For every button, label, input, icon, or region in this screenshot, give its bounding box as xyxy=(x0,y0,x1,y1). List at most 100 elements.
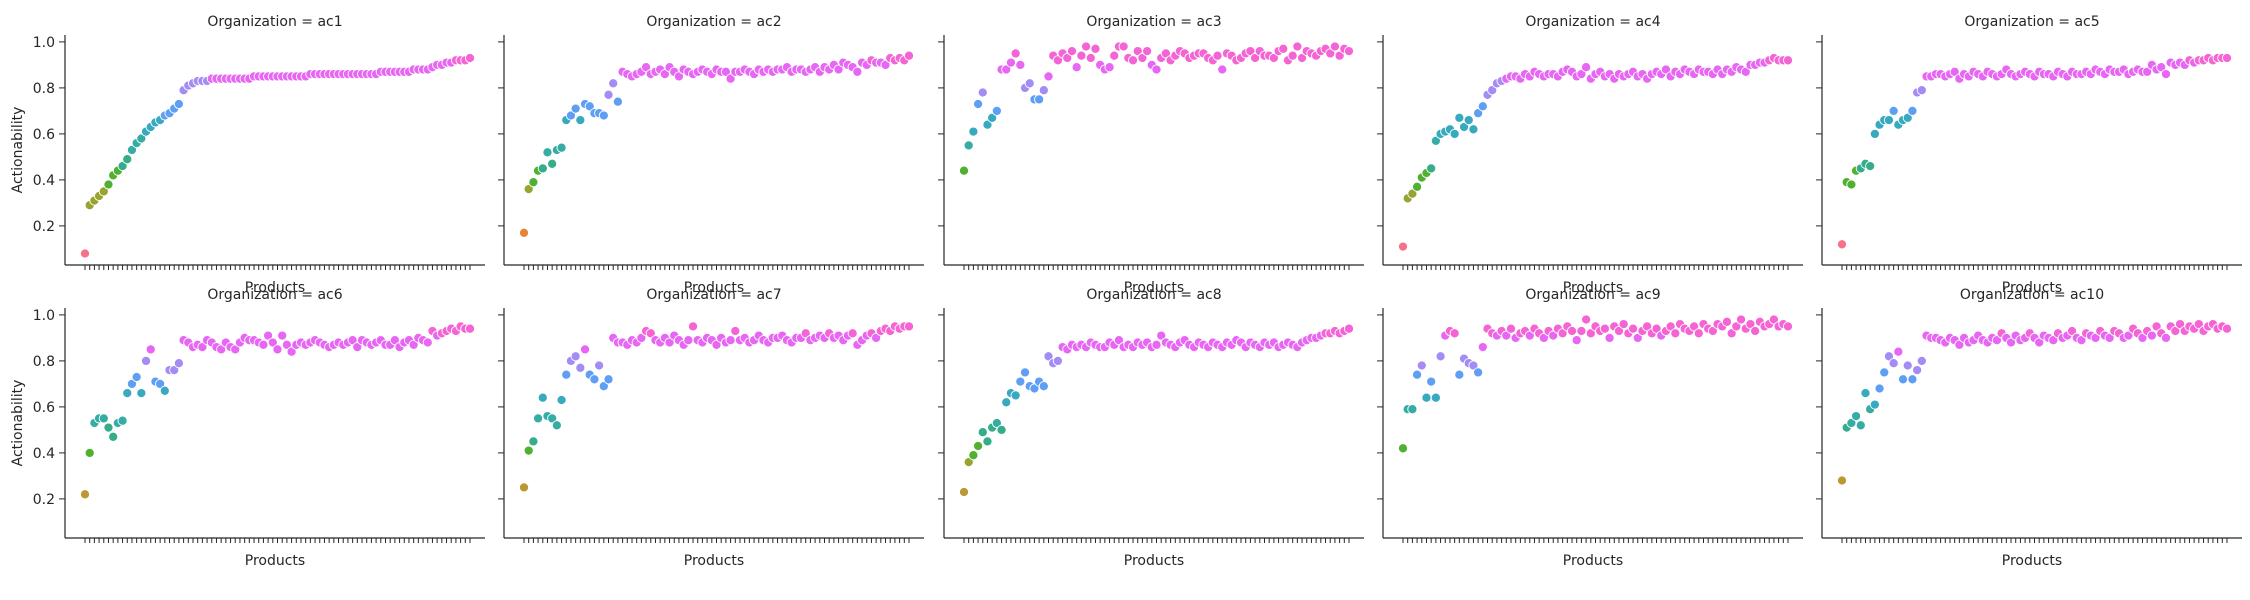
data-point xyxy=(2193,319,2204,330)
data-point xyxy=(1034,94,1045,105)
data-point xyxy=(1851,411,1862,422)
data-point xyxy=(1334,50,1345,61)
data-point xyxy=(1487,85,1498,96)
data-point xyxy=(1912,365,1923,376)
data-point xyxy=(612,96,623,107)
data-point xyxy=(1407,404,1418,415)
data-point xyxy=(664,337,675,348)
data-point xyxy=(977,427,988,438)
x-axis-label: Products xyxy=(1563,553,1623,569)
data-point xyxy=(683,335,694,346)
x-axis-label: Products xyxy=(1124,280,1184,296)
data-point xyxy=(2156,62,2167,73)
data-point xyxy=(103,422,114,433)
data-point xyxy=(2221,52,2233,64)
data-point xyxy=(1426,163,1437,174)
x-axis-label: Products xyxy=(2002,280,2062,296)
x-axis-label: Products xyxy=(1124,553,1184,569)
data-point xyxy=(556,142,567,153)
data-point xyxy=(570,103,581,114)
data-point xyxy=(155,378,166,389)
data-point xyxy=(1397,443,1409,454)
data-point xyxy=(603,89,614,100)
data-point xyxy=(880,59,891,70)
data-point xyxy=(537,163,548,174)
data-point xyxy=(122,154,133,165)
data-point xyxy=(973,98,984,110)
data-point xyxy=(1473,108,1484,119)
data-point xyxy=(1954,339,1965,350)
data-point xyxy=(2048,335,2059,346)
facet-title: Organization = ac8 xyxy=(1086,287,1221,303)
data-point xyxy=(528,436,539,447)
data-point xyxy=(1846,179,1857,190)
data-point xyxy=(1538,332,1549,343)
data-point xyxy=(1874,383,1885,394)
data-point xyxy=(1430,135,1441,146)
data-point xyxy=(991,417,1002,429)
data-point xyxy=(1160,48,1171,59)
data-point xyxy=(1571,335,1582,346)
data-point xyxy=(518,482,530,493)
data-point xyxy=(523,184,534,195)
data-point xyxy=(871,332,882,343)
data-point xyxy=(1693,328,1704,339)
data-point xyxy=(1071,62,1082,73)
data-point xyxy=(1325,48,1336,59)
x-axis-label: Products xyxy=(2002,553,2062,569)
data-point xyxy=(173,358,184,369)
data-point xyxy=(277,330,288,341)
data-point xyxy=(1468,124,1479,135)
data-point xyxy=(1278,43,1289,54)
data-point xyxy=(98,413,109,424)
data-point xyxy=(1642,321,1653,332)
data-point xyxy=(286,346,297,357)
data-point xyxy=(1581,314,1592,325)
data-point xyxy=(1576,325,1587,337)
data-point xyxy=(2005,337,2017,348)
data-point xyxy=(1613,325,1625,337)
data-point xyxy=(122,388,133,399)
data-point xyxy=(1599,323,1610,334)
data-point xyxy=(1343,323,1355,334)
data-point xyxy=(126,144,138,156)
data-point xyxy=(1435,351,1446,362)
y-axis-label: Actionability xyxy=(10,107,26,194)
data-point xyxy=(2104,332,2115,343)
data-point xyxy=(103,179,114,190)
data-point xyxy=(2146,330,2157,341)
data-point xyxy=(903,321,915,332)
data-point xyxy=(1670,328,1681,339)
data-point xyxy=(2034,337,2045,348)
data-point xyxy=(1548,330,1559,341)
data-point xyxy=(422,337,433,348)
data-point xyxy=(1212,50,1223,61)
data-point xyxy=(903,50,915,61)
data-point xyxy=(1660,64,1671,75)
facet-title: Organization = ac9 xyxy=(1525,287,1660,303)
data-point xyxy=(1916,85,1927,96)
data-point xyxy=(98,186,109,197)
data-point xyxy=(2067,325,2078,337)
data-point xyxy=(1721,316,1733,327)
y-tick-label: 0.8 xyxy=(33,354,55,370)
data-point xyxy=(1024,78,1035,89)
data-point xyxy=(1137,52,1148,64)
data-point xyxy=(1883,115,1895,126)
y-tick-label: 0.6 xyxy=(33,127,55,143)
data-point xyxy=(145,344,156,355)
data-point xyxy=(79,248,91,259)
data-point xyxy=(1109,50,1120,61)
data-point xyxy=(230,344,241,355)
data-point xyxy=(1458,121,1470,133)
data-point xyxy=(258,339,269,350)
data-point xyxy=(1581,62,1592,73)
data-point xyxy=(1268,52,1279,64)
data-point xyxy=(1879,367,1890,378)
data-point xyxy=(1628,323,1639,334)
data-point xyxy=(2221,323,2233,334)
data-point xyxy=(1043,71,1054,82)
data-point xyxy=(1463,115,1474,126)
facet-title: Organization = ac1 xyxy=(207,14,342,30)
data-point xyxy=(1468,360,1479,371)
